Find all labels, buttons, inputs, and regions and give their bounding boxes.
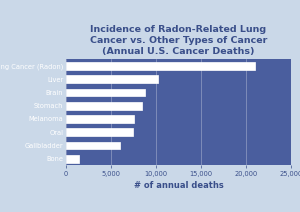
Title: Incidence of Radon-Related Lung
Cancer vs. Other Types of Cancer
(Annual U.S. Ca: Incidence of Radon-Related Lung Cancer v…	[90, 25, 267, 56]
Bar	[66, 115, 134, 123]
Bar	[66, 102, 142, 110]
Bar	[66, 142, 120, 149]
Bar	[66, 155, 79, 163]
Bar	[66, 89, 145, 96]
Bar	[66, 62, 255, 70]
X-axis label: # of annual deaths: # of annual deaths	[134, 181, 224, 190]
Bar	[66, 75, 158, 83]
Bar	[66, 128, 133, 136]
